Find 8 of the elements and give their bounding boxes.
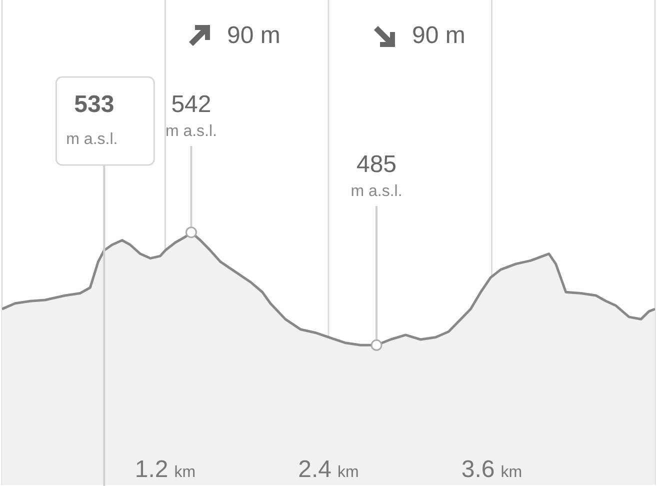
- x-tick-label: 2.4 km: [298, 456, 359, 483]
- annotation: 542 m a.s.l.: [165, 91, 218, 140]
- annotation: 533 m a.s.l.: [66, 91, 118, 148]
- text: 90 m: [412, 22, 466, 50]
- annotation: 485 m a.s.l.: [350, 151, 402, 200]
- text: 90 m: [227, 22, 280, 50]
- x-tick-label: 3.6 km: [461, 456, 522, 483]
- x-tick-label: 1.2 km: [134, 456, 196, 483]
